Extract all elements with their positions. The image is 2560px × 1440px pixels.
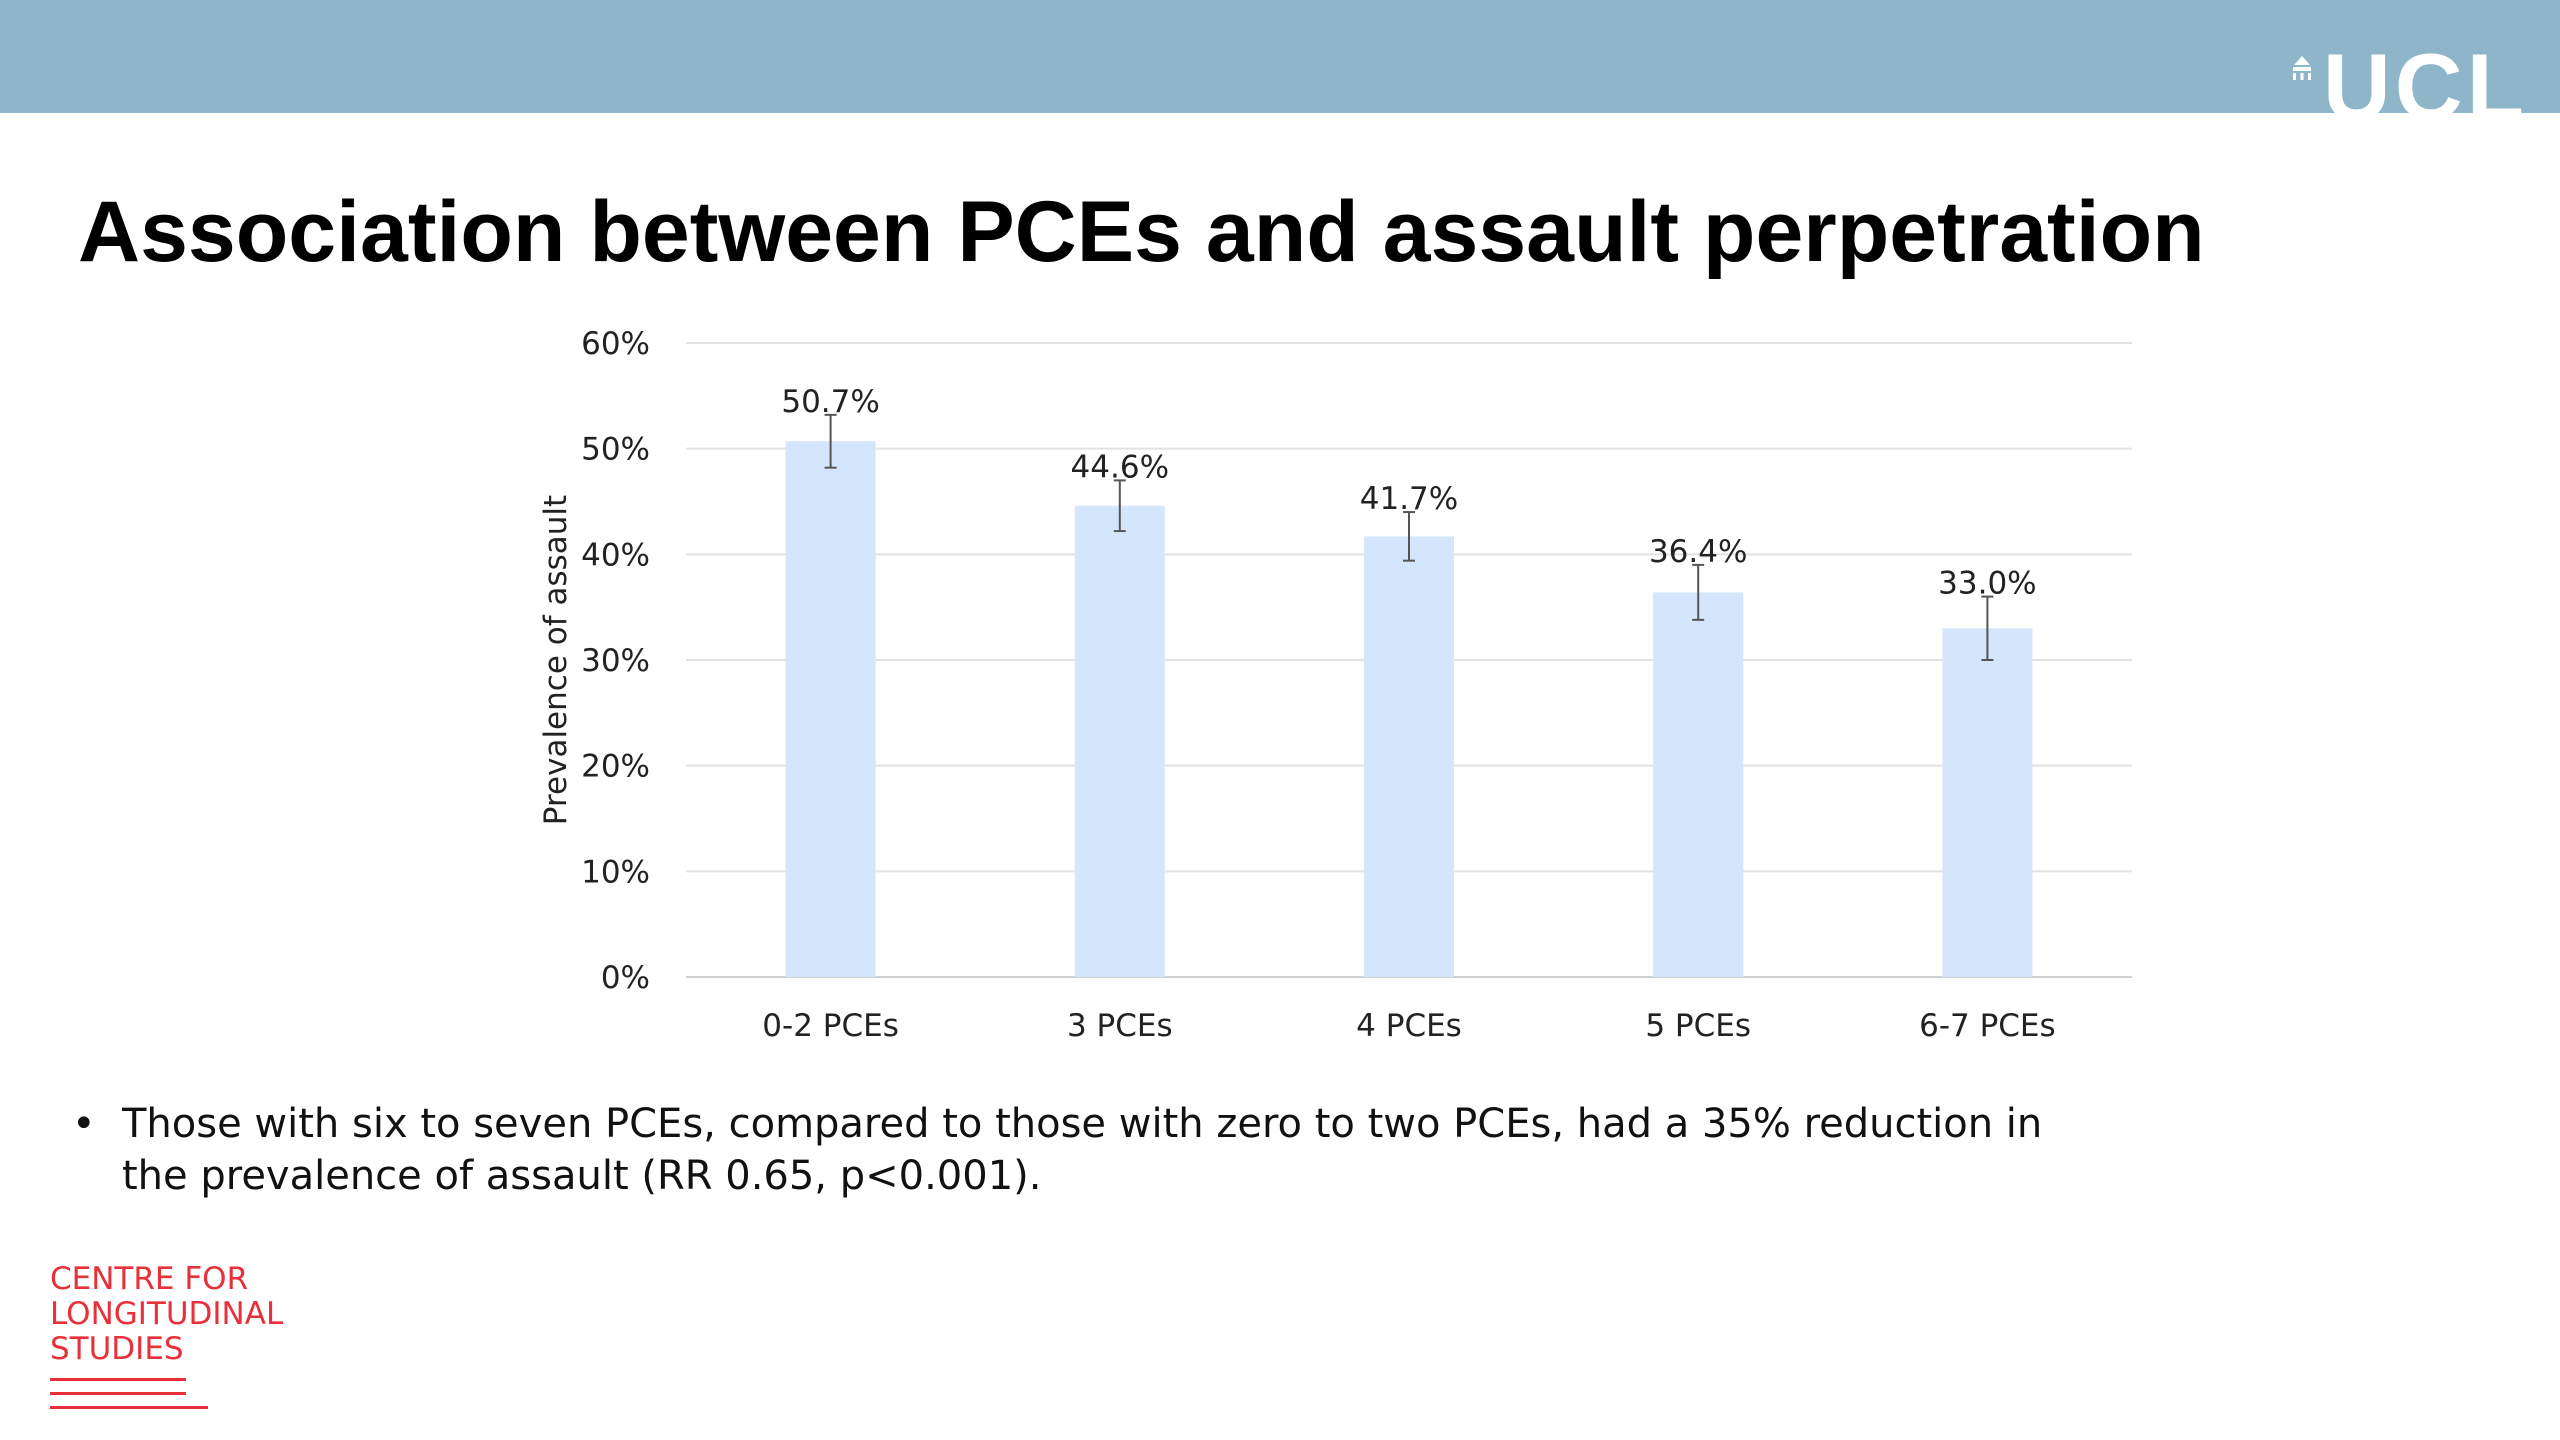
header-bar: UCL (0, 0, 2560, 116)
cls-logo-line: LONGITUDINAL (50, 1296, 284, 1332)
ucl-dome-icon (2292, 56, 2311, 80)
data-label: 41.7% (1360, 481, 1458, 517)
x-tick-label: 0-2 PCEs (762, 1008, 899, 1044)
y-tick-label: 40% (581, 537, 650, 573)
bullet-icon: • (72, 1101, 96, 1147)
cls-logo-stripes-icon (50, 1378, 208, 1409)
y-tick-label: 50% (581, 432, 650, 468)
y-axis-label: Prevalence of assault (538, 495, 574, 825)
cls-logo-line: CENTRE FOR (50, 1261, 249, 1297)
x-tick-label: 6-7 PCEs (1919, 1008, 2056, 1044)
ucl-logo-text: UCL (2322, 40, 2528, 116)
bar (1653, 592, 1744, 977)
cls-logo-line: STUDIES (50, 1331, 184, 1367)
data-label: 50.7% (781, 384, 879, 420)
bullet-text: Those with six to seven PCEs, compared t… (122, 1101, 2043, 1199)
bar (1942, 628, 2033, 977)
y-tick-label: 20% (581, 749, 650, 785)
x-tick-label: 3 PCEs (1067, 1008, 1173, 1044)
bar (1074, 505, 1165, 977)
cls-logo: CENTRE FOR LONGITUDINAL STUDIES (50, 1262, 283, 1367)
bar-chart: 0% 10% 20% 30% 40% 50% 60% 50.7% 0-2 PCEs 44.6% 3 … (538, 326, 2132, 1044)
x-tick-label: 5 PCEs (1645, 1008, 1751, 1044)
x-tick-label: 4 PCEs (1356, 1008, 1462, 1044)
bar (1364, 536, 1454, 977)
y-tick-label: 10% (581, 854, 650, 890)
chart-error-bars (824, 413, 1994, 661)
ucl-logo: UCL (2291, 40, 2528, 116)
y-tick-label: 30% (581, 643, 650, 679)
y-tick-label: 0% (601, 960, 650, 996)
bar (785, 441, 876, 977)
data-label: 36.4% (1649, 534, 1747, 570)
page-title: Association between PCEs and assault per… (78, 184, 2205, 280)
bullet-item: • Those with six to seven PCEs, compared… (72, 1098, 2112, 1202)
y-tick-label: 60% (581, 326, 650, 362)
data-label: 44.6% (1071, 449, 1169, 485)
data-label: 33.0% (1938, 566, 2036, 602)
chart-labels: 0% 10% 20% 30% 40% 50% 60% 50.7% 0-2 PCEs 44.6% 3 … (581, 326, 2056, 1044)
chart-bars (785, 441, 2033, 977)
